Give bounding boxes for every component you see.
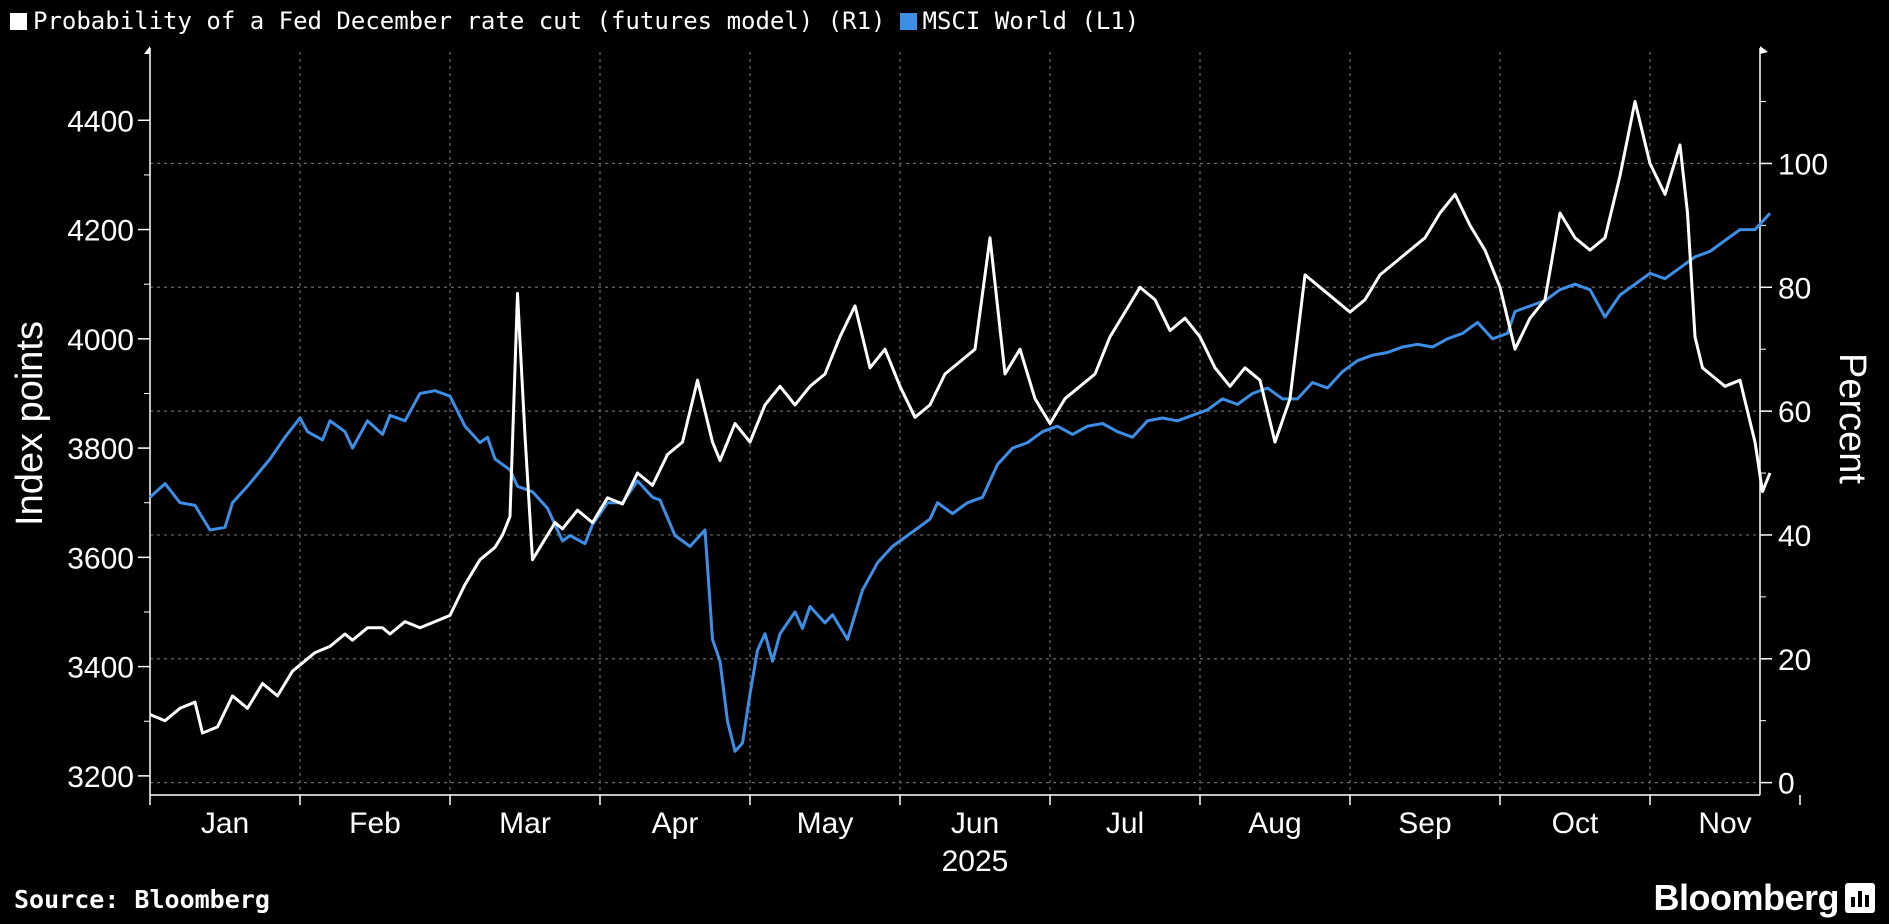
x-tick-label: Oct [1552, 807, 1599, 840]
legend-label-msci: MSCI World (L1) [922, 7, 1140, 35]
legend: Probability of a Fed December rate cut (… [10, 6, 1153, 36]
x-tick-label: May [797, 807, 854, 840]
right-tick-label: 0 [1778, 768, 1795, 801]
left-tick-label: 3400 [67, 652, 134, 685]
bloomberg-logo-text: Bloomberg [1653, 877, 1839, 918]
x-tick-label: Mar [499, 807, 551, 840]
right-axis-arrow [1760, 46, 1768, 54]
right-tick-label: 60 [1778, 396, 1811, 429]
bloomberg-chart-icon [1845, 883, 1875, 913]
right-axis-title: Percent [1831, 353, 1873, 484]
rate-cut-probability-line [149, 100, 1772, 735]
legend-swatch-msci [899, 12, 917, 30]
left-axis-arrow [144, 46, 150, 54]
legend-item-probability: Probability of a Fed December rate cut (… [10, 7, 886, 35]
axes [138, 46, 1801, 805]
left-tick-label: 4400 [67, 105, 134, 138]
year-label: 2025 [942, 845, 1009, 878]
msci-world-line [148, 212, 1772, 753]
x-tick-label: Sep [1398, 807, 1451, 840]
source-note: Source: Bloomberg [14, 885, 270, 914]
x-tick-label: Apr [652, 807, 699, 840]
left-tick-label: 3200 [67, 761, 134, 794]
series-lines [148, 100, 1772, 753]
left-tick-label: 4200 [67, 215, 134, 248]
left-tick-label: 3800 [67, 433, 134, 466]
gridlines [150, 52, 1760, 795]
right-tick-label: 40 [1778, 520, 1811, 553]
left-tick-label: 3600 [67, 542, 134, 575]
right-tick-label: 80 [1778, 272, 1811, 305]
tick-labels: 3200 3400 3600 3800 4000 4200 4400 0 20 40 60 80 100… [9, 105, 1873, 878]
x-tick-label: Jun [951, 807, 999, 840]
left-axis-title: Index points [9, 321, 51, 526]
x-tick-label: Aug [1248, 807, 1301, 840]
right-tick-label: 100 [1778, 148, 1828, 181]
legend-item-msci: MSCI World (L1) [899, 7, 1140, 35]
x-tick-label: Jan [201, 807, 249, 840]
x-tick-label: Feb [349, 807, 401, 840]
legend-swatch-probability [10, 12, 27, 30]
left-tick-label: 4000 [67, 324, 134, 357]
x-tick-label: Jul [1106, 807, 1144, 840]
legend-label-probability: Probability of a Fed December rate cut (… [33, 7, 886, 35]
right-tick-label: 20 [1778, 644, 1811, 677]
x-tick-label: Nov [1698, 807, 1751, 840]
